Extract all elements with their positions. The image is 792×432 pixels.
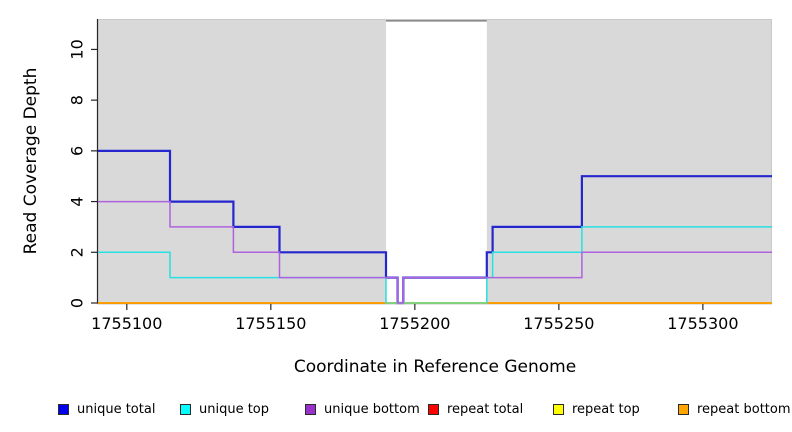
y-axis-title: Read Coverage Depth xyxy=(21,67,41,255)
legend-label: repeat total xyxy=(447,401,524,417)
y-tick-label: 0 xyxy=(68,298,87,308)
legend-item-repeat-bottom: repeat bottom xyxy=(678,398,791,420)
legend-label: unique total xyxy=(77,401,156,417)
y-tick-label: 4 xyxy=(68,196,87,206)
legend-swatch-unique-total xyxy=(58,403,69,415)
legend-item-unique-bottom: unique bottom xyxy=(305,398,420,420)
x-tick-label: 1755100 xyxy=(91,314,162,333)
x-axis-title: Coordinate in Reference Genome xyxy=(293,357,577,377)
legend-label: repeat top xyxy=(572,401,640,417)
x-tick-label: 1755150 xyxy=(235,314,306,333)
legend: unique total unique top unique bottom repea… xyxy=(0,398,792,422)
y-tick-label: 2 xyxy=(68,247,87,257)
legend-swatch-repeat-total xyxy=(428,403,439,415)
y-tick-label: 10 xyxy=(68,39,87,59)
legend-swatch-unique-top xyxy=(180,403,191,415)
series-unique-top-line xyxy=(98,226,772,304)
legend-item-repeat-total: repeat total xyxy=(428,398,523,420)
legend-item-repeat-top: repeat top xyxy=(553,398,640,420)
y-tick-label: 6 xyxy=(68,146,87,156)
legend-swatch-repeat-bottom xyxy=(678,403,689,415)
x-tick-label: 1755250 xyxy=(523,314,594,333)
legend-item-unique-total: unique total xyxy=(58,398,155,420)
x-tick-label: 1755300 xyxy=(667,314,738,333)
x-tick-label: 1755200 xyxy=(379,314,450,333)
legend-label: unique bottom xyxy=(324,401,420,417)
highlight-band xyxy=(386,19,487,303)
legend-label: repeat bottom xyxy=(697,401,791,417)
legend-swatch-unique-bottom xyxy=(305,403,316,415)
legend-item-unique-top: unique top xyxy=(180,398,269,420)
series-unique-bottom-line xyxy=(98,200,772,304)
legend-swatch-repeat-top xyxy=(553,403,564,415)
y-tick-label: 8 xyxy=(68,95,87,105)
legend-label: unique top xyxy=(199,401,270,417)
